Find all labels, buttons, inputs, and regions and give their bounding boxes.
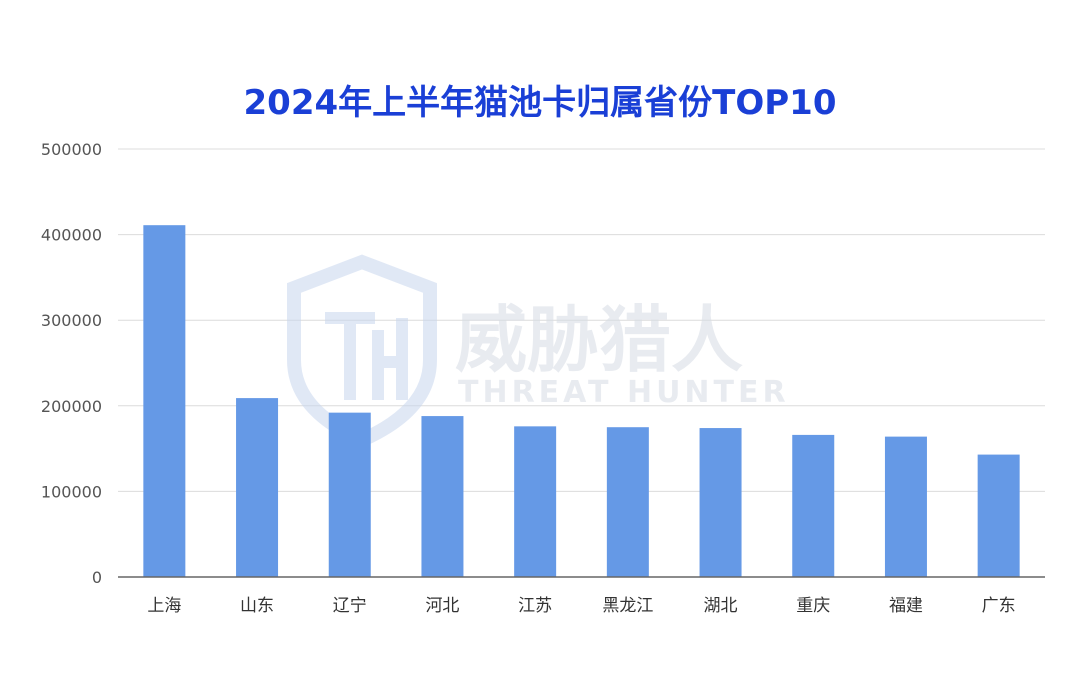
x-category-label: 湖北 bbox=[704, 596, 738, 616]
watermark-en: THREAT HUNTER bbox=[458, 375, 790, 410]
bar-8 bbox=[792, 434, 835, 577]
y-tick-label: 300000 bbox=[41, 311, 102, 330]
bar-3 bbox=[328, 412, 371, 577]
y-tick-label: 100000 bbox=[41, 482, 102, 501]
bar-1 bbox=[143, 225, 186, 577]
y-tick-label: 0 bbox=[92, 568, 102, 587]
chart-title: 2024年上半年猫池卡归属省份TOP10 bbox=[244, 83, 837, 123]
x-axis-categories: 上海 山东 辽宁 河北 江苏 黑龙江 湖北 重庆 福建 广东 bbox=[147, 596, 1015, 616]
bar-5 bbox=[514, 426, 557, 577]
y-tick-label: 500000 bbox=[41, 140, 102, 159]
watermark-cn: 威胁猎人 bbox=[455, 298, 743, 382]
bars bbox=[143, 225, 1020, 577]
x-category-label: 上海 bbox=[147, 596, 181, 616]
x-category-label: 江苏 bbox=[518, 596, 552, 616]
y-axis-ticks: 0 100000 200000 300000 400000 500000 bbox=[41, 140, 102, 587]
bar-4 bbox=[421, 416, 464, 577]
x-category-label: 辽宁 bbox=[333, 596, 367, 616]
bar-10 bbox=[977, 454, 1020, 577]
x-category-label: 福建 bbox=[889, 596, 923, 616]
x-category-label: 广东 bbox=[982, 596, 1016, 616]
x-category-label: 重庆 bbox=[796, 596, 830, 616]
bar-2 bbox=[236, 398, 279, 577]
x-category-label: 河北 bbox=[425, 596, 459, 616]
bar-9 bbox=[884, 436, 927, 577]
x-category-label: 黑龙江 bbox=[602, 596, 653, 616]
y-tick-label: 400000 bbox=[41, 226, 102, 245]
x-category-label: 山东 bbox=[240, 596, 274, 616]
y-tick-label: 200000 bbox=[41, 397, 102, 416]
bar-7 bbox=[699, 428, 742, 577]
bar-6 bbox=[606, 427, 649, 577]
